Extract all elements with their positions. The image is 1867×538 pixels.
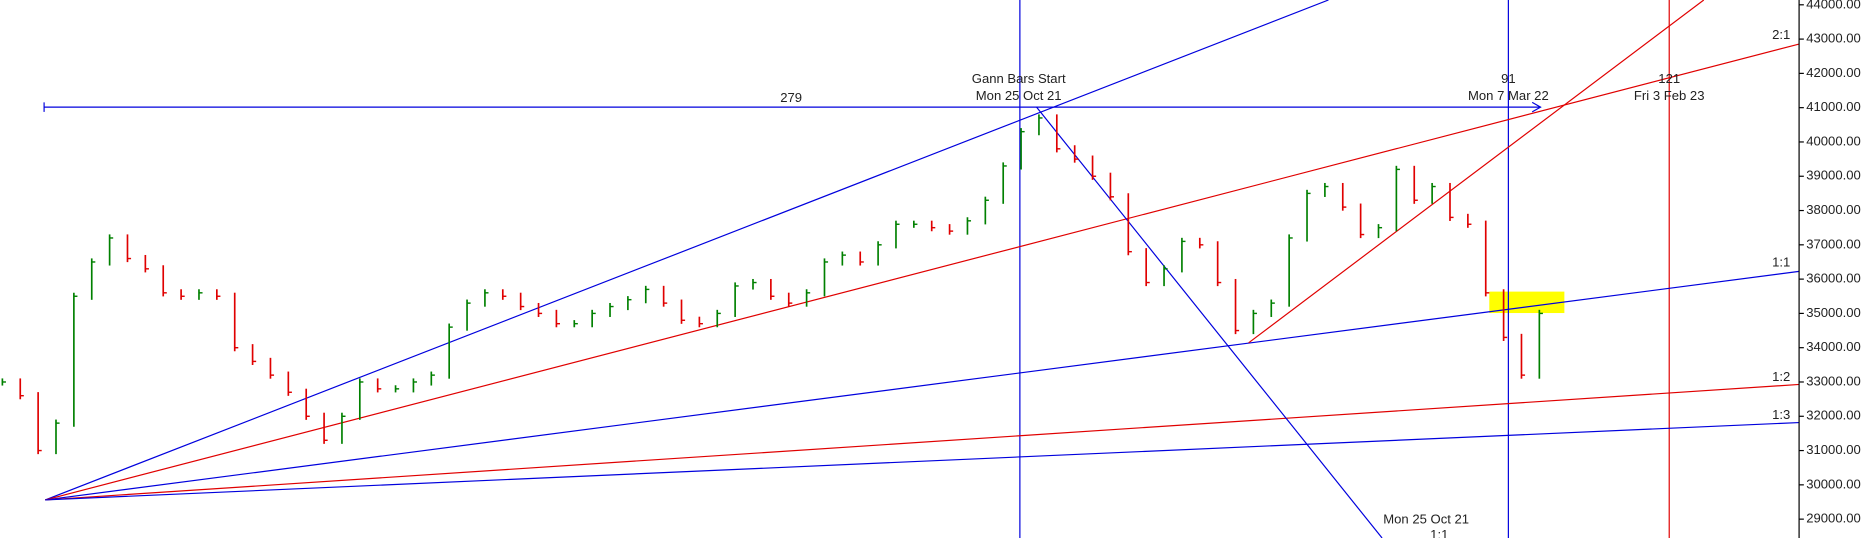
annotation: Mon 25 Oct 21 <box>1383 512 1469 527</box>
y-tick-label: 44000.00 <box>1806 0 1861 11</box>
y-tick-label: 39000.00 <box>1806 168 1861 183</box>
gann-line <box>1248 0 1705 344</box>
y-tick-label: 43000.00 <box>1806 31 1861 46</box>
y-tick-label: 37000.00 <box>1806 236 1861 251</box>
y-tick-label: 36000.00 <box>1806 271 1861 286</box>
y-tick-label: 30000.00 <box>1806 476 1861 491</box>
gann-fan-line <box>45 0 1329 501</box>
y-tick-label: 38000.00 <box>1806 202 1861 217</box>
gann-fan-line <box>45 421 1800 501</box>
y-tick-label: 33000.00 <box>1806 373 1861 388</box>
annotation: 1:1 <box>1772 255 1790 270</box>
annotation: 279 <box>780 90 802 105</box>
annotation: Mon 7 Mar 22 <box>1468 88 1549 103</box>
annotation: 91 <box>1501 71 1516 86</box>
gann-line <box>1036 106 1383 538</box>
y-tick-label: 31000.00 <box>1806 442 1861 457</box>
annotation: 2:1 <box>1772 27 1790 42</box>
y-tick-label: 40000.00 <box>1806 133 1861 148</box>
y-tick-label: 29000.00 <box>1806 511 1861 526</box>
gann-lines <box>43 0 1800 538</box>
y-tick-label: 41000.00 <box>1806 99 1861 114</box>
annotation: Mon 25 Oct 21 <box>976 88 1062 103</box>
y-tick-label: 34000.00 <box>1806 339 1861 354</box>
annotation: 1:3 <box>1772 407 1790 422</box>
gann-fan-line <box>45 43 1800 501</box>
y-tick-label: 35000.00 <box>1806 305 1861 320</box>
annotation: Gann Bars Start <box>972 71 1066 86</box>
gann-fan-line <box>45 383 1800 501</box>
arrow-head <box>1531 101 1542 113</box>
annotation: 121 <box>1658 71 1680 86</box>
annotation: Fri 3 Feb 23 <box>1634 88 1705 103</box>
annotation: 1:1 <box>1430 527 1448 538</box>
y-tick-label: 32000.00 <box>1806 408 1861 423</box>
annotation: 1:2 <box>1772 369 1790 384</box>
y-tick-label: 42000.00 <box>1806 65 1861 80</box>
gann-fan-line <box>45 270 1800 501</box>
